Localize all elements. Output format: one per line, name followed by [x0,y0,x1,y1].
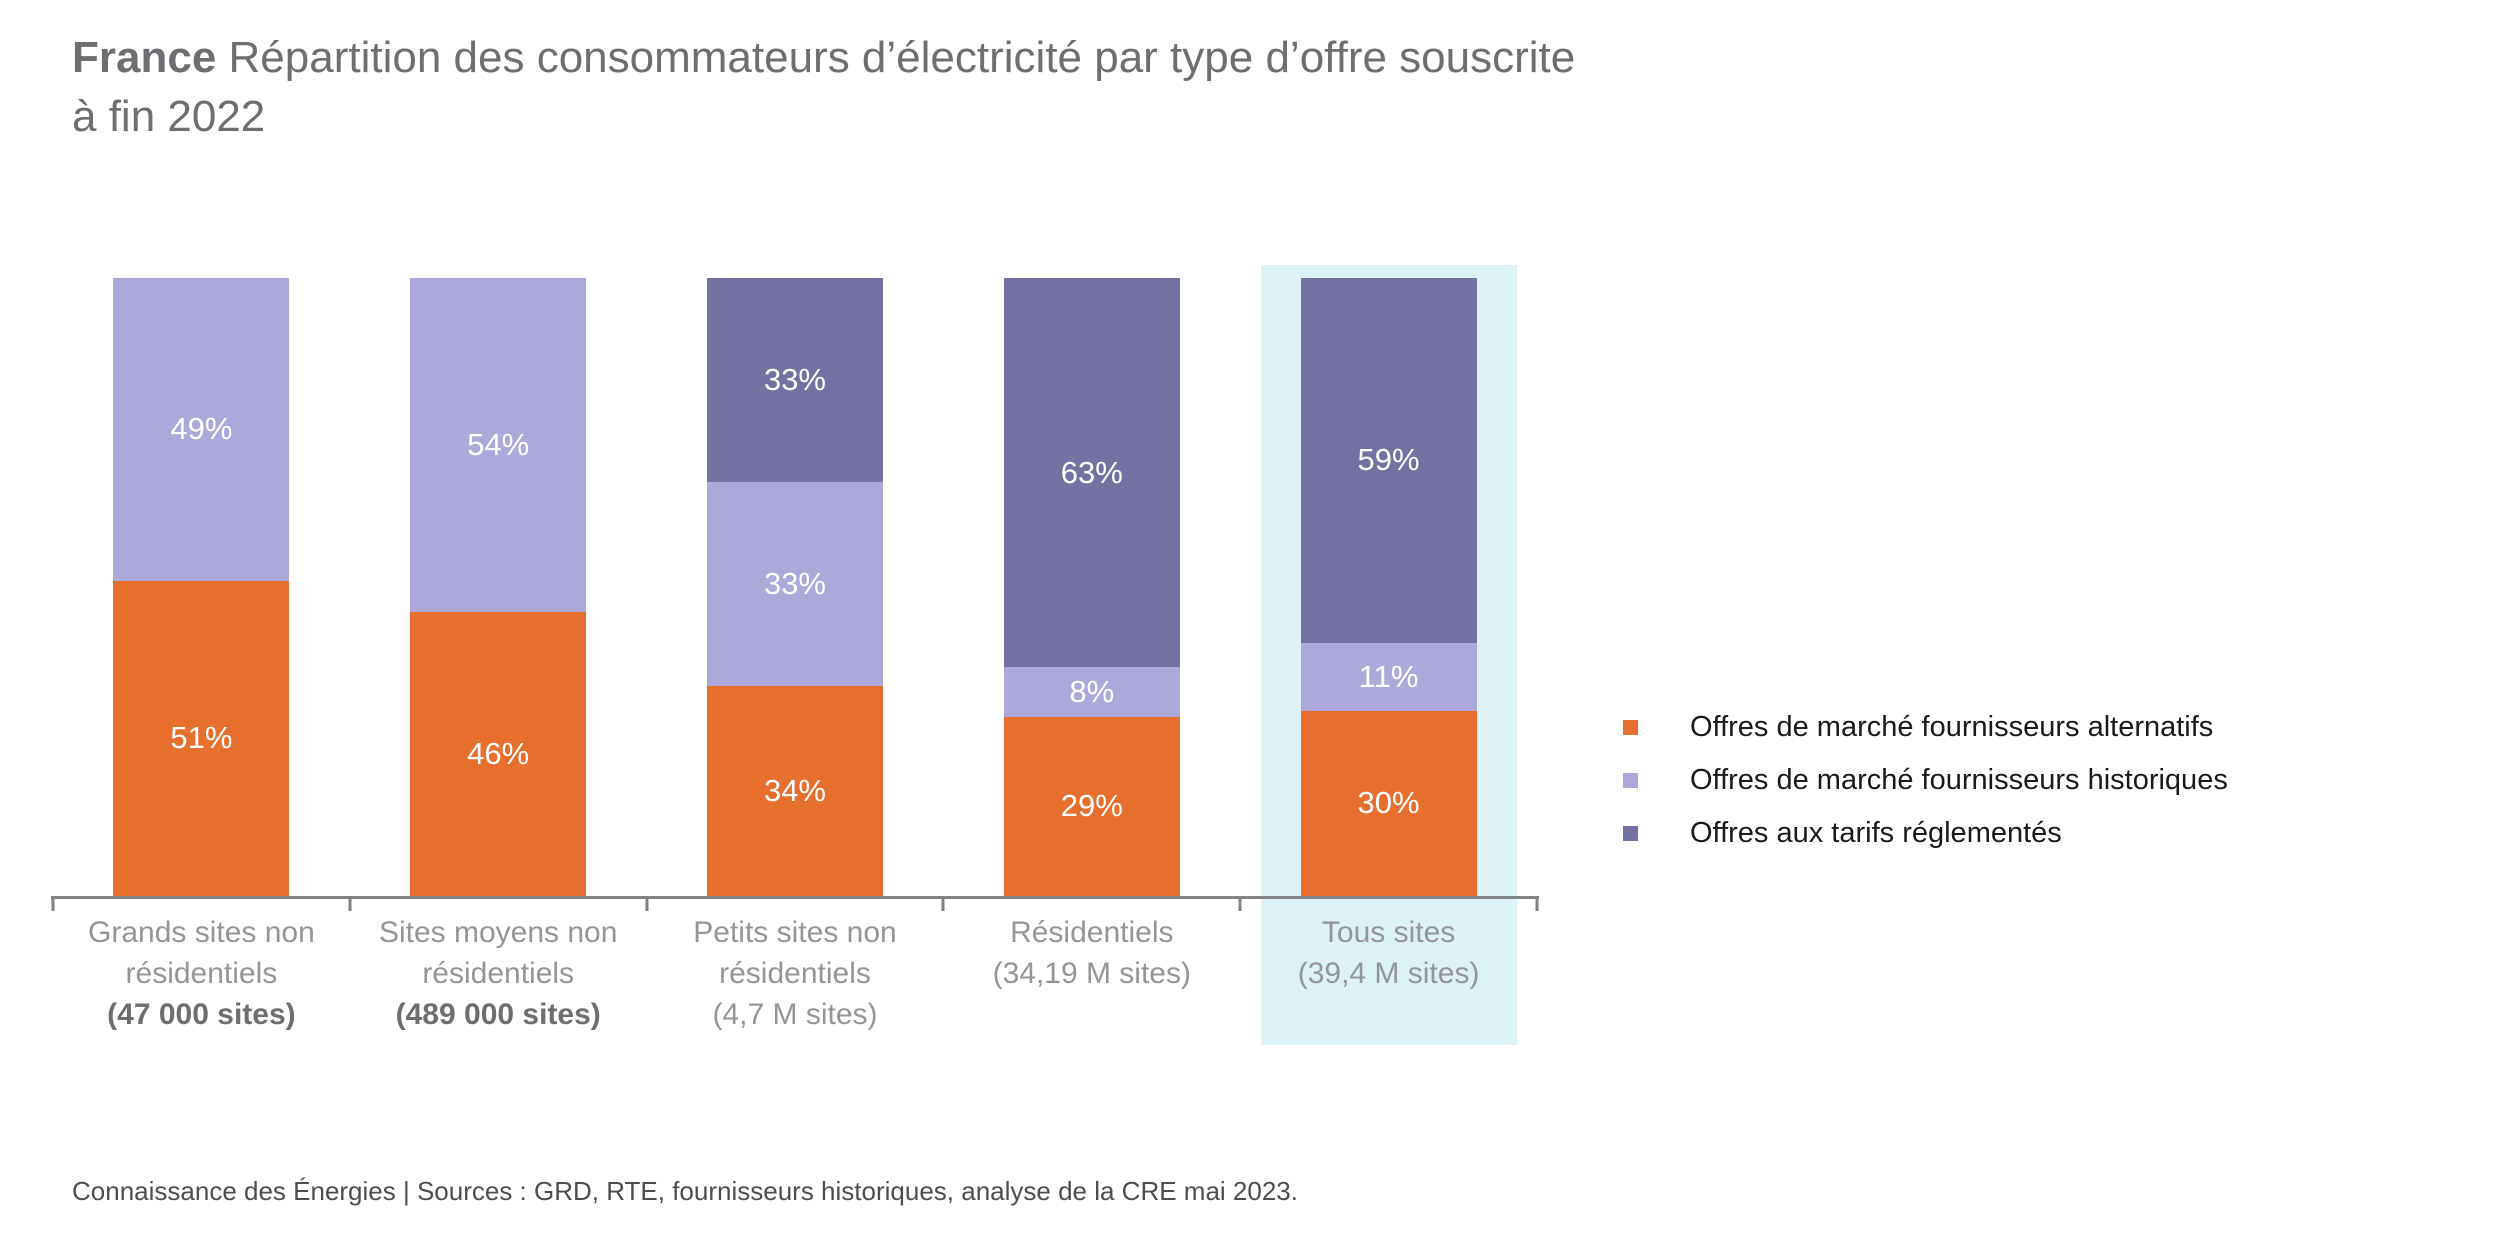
category-sites-count: (4,7 M sites) [712,998,878,1031]
bar-segment: 63% [1003,278,1180,668]
segment-value-label: 46% [467,735,530,771]
legend-item: Offres de marché fournisseurs alternatif… [1623,711,2228,743]
segment-value-label: 34% [763,772,826,808]
source-note: Connaissance des Énergies | Sources : GR… [72,1176,1298,1206]
chart-title-region: France [72,33,217,82]
axis-tick [51,896,55,911]
x-axis-labels: Grands sites non résidentiels (47 000 site… [53,912,1537,1035]
legend-item: Offres de marché fournisseurs historique… [1623,764,2228,796]
bar-segment: 51% [113,580,290,896]
segment-value-label: 8% [1069,674,1115,710]
chart-title: France Répartition des consommateurs d’é… [72,28,1575,146]
chart-title-line2: à fin 2022 [72,92,266,141]
axis-tick [1535,896,1539,911]
bar-column: 63% 8% 29% [943,278,1240,896]
axis-tick [1238,896,1242,911]
bar-segment: 33% [706,481,883,686]
category-label-line: Sites moyens non [378,916,618,949]
axis-tick [348,896,352,911]
category-sites-count: (47 000 sites) [107,998,296,1031]
axis-tick [941,896,945,911]
segment-value-label: 49% [170,411,233,447]
chart-title-line1: France Répartition des consommateurs d’é… [72,28,1575,87]
bar-column: 54% 46% [350,278,647,896]
legend-label: Offres aux tarifs réglementés [1690,817,2062,849]
legend-color-swatch [1623,720,1638,735]
bar-segment: 8% [1003,667,1180,717]
segment-value-label: 33% [763,565,826,601]
category-label: Petits sites non résidentiels (4,7 M sites… [647,912,944,1035]
category-label-line: résidentiels [125,957,278,990]
legend-color-swatch [1623,826,1638,841]
category-label: Grands sites non résidentiels (47 000 site… [53,912,350,1035]
category-sites-count: (39,4 M sites) [1297,957,1480,990]
x-axis-ticks [51,896,1539,912]
bar-column: 49% 51% [53,278,350,896]
bar-segment: 33% [706,278,883,482]
category-label-line: Grands sites non [88,916,315,949]
bar-column: 33% 33% 34% [647,278,944,896]
category-label: Résidentiels (34,19 M sites) [943,912,1240,1035]
segment-value-label: 29% [1060,788,1123,824]
bar-segment: 54% [410,278,587,612]
segment-value-label: 54% [467,426,530,462]
category-label-line: Petits sites non [693,916,897,949]
legend: Offres de marché fournisseurs alternatif… [1623,711,2228,849]
bar-segment: 29% [1003,716,1180,896]
bar-segment: 30% [1300,710,1477,896]
stacked-bar: 54% 46% [410,278,587,896]
segment-value-label: 63% [1060,454,1123,490]
legend-item: Offres aux tarifs réglementés [1623,817,2228,849]
x-axis-line [51,896,1539,899]
legend-color-swatch [1623,773,1638,788]
bar-segment: 34% [706,685,883,896]
bar-segment: 46% [410,611,587,896]
segment-value-label: 51% [170,720,233,756]
axis-tick [645,896,649,911]
category-label: Tous sites (39,4 M sites) [1240,912,1537,1035]
legend-label: Offres de marché fournisseurs historique… [1690,764,2228,796]
category-label-line: Tous sites [1321,916,1456,949]
segment-value-label: 30% [1357,785,1420,821]
bar-segment: 49% [113,278,290,581]
stacked-bar: 59% 11% 30% [1300,278,1477,896]
category-sites-count: (34,19 M sites) [992,957,1191,990]
legend-label: Offres de marché fournisseurs alternatif… [1690,711,2214,743]
category-sites-count: (489 000 sites) [395,998,601,1031]
category-label-line: Résidentiels [1010,916,1174,949]
category-label: Sites moyens non résidentiels (489 000 sit… [350,912,647,1035]
bar-segment: 11% [1300,642,1477,711]
category-label-line: résidentiels [422,957,575,990]
segment-value-label: 59% [1357,442,1420,478]
segment-value-label: 33% [763,361,826,397]
stacked-bar: 33% 33% 34% [706,278,883,896]
bar-segment: 59% [1300,278,1477,643]
bar-column: 59% 11% 30% [1240,278,1537,896]
category-label-line: résidentiels [719,957,871,990]
plot-area: 49% 51% 54% 46% 33% 33% 34% 63% 8% 29% 59% 11% 30% [53,278,1537,896]
chart-title-text: Répartition des consommateurs d’électric… [216,33,1576,82]
segment-value-label: 11% [1358,658,1419,694]
stacked-bar: 63% 8% 29% [1003,278,1180,896]
stacked-bar: 49% 51% [113,278,290,896]
